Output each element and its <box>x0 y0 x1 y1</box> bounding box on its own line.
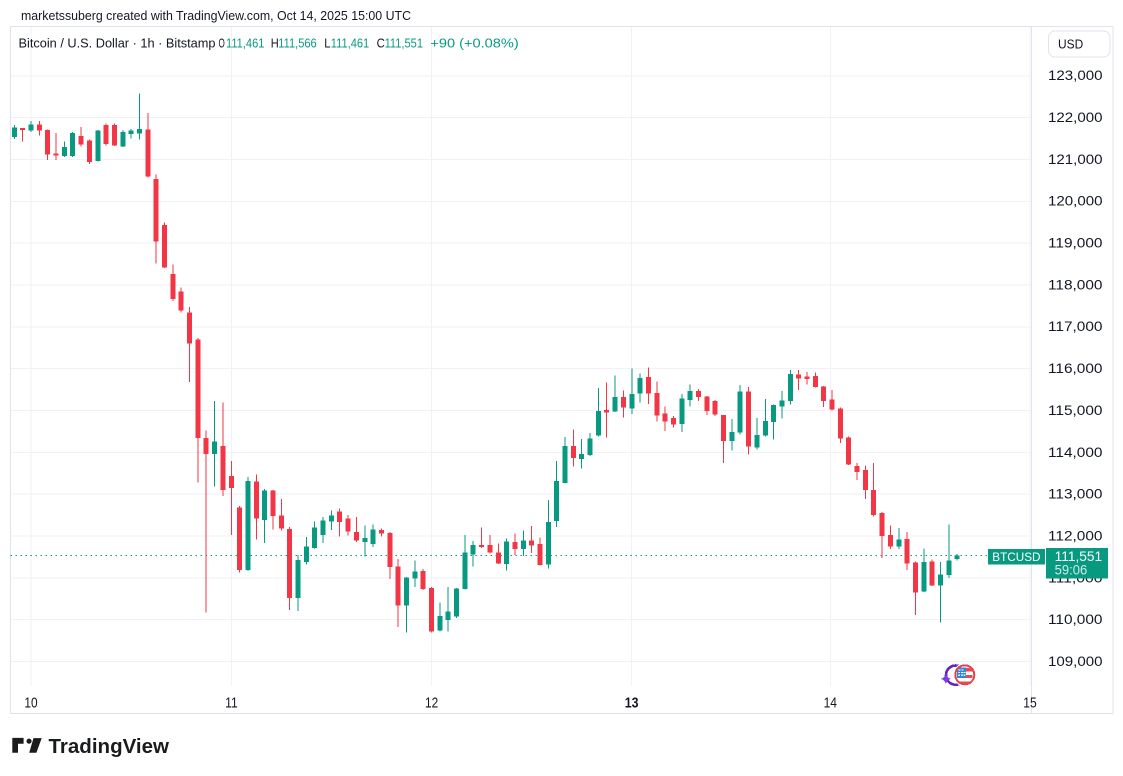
svg-text:115,000: 115,000 <box>1048 403 1103 418</box>
svg-text:120,000: 120,000 <box>1048 194 1103 209</box>
svg-text:113,000: 113,000 <box>1048 487 1103 502</box>
svg-text:+90 (+0.08%): +90 (+0.08%) <box>430 35 518 50</box>
svg-text:O: O <box>219 35 225 50</box>
svg-text:111,566: 111,566 <box>278 35 316 50</box>
svg-text:114,000: 114,000 <box>1048 445 1103 460</box>
svg-text:marketssuberg created with Tra: marketssuberg created with TradingView.c… <box>21 8 411 23</box>
svg-text:Bitcoin / U.S. Dollar · 1h · B: Bitcoin / U.S. Dollar · 1h · Bitstamp <box>19 35 216 50</box>
svg-text:L: L <box>324 35 330 50</box>
svg-text:TradingView: TradingView <box>49 736 170 758</box>
svg-text:112,000: 112,000 <box>1048 528 1103 543</box>
svg-text:111,551: 111,551 <box>385 35 423 50</box>
svg-text:110,000: 110,000 <box>1048 612 1103 627</box>
svg-text:109,000: 109,000 <box>1048 654 1103 669</box>
svg-text:10: 10 <box>24 694 37 711</box>
svg-text:14: 14 <box>824 694 837 711</box>
svg-text:USD: USD <box>1058 36 1083 51</box>
svg-text:H: H <box>271 35 279 50</box>
svg-text:C: C <box>377 35 386 50</box>
svg-text:123,000: 123,000 <box>1048 68 1103 83</box>
svg-text:118,000: 118,000 <box>1048 277 1103 292</box>
svg-text:BTCUSD: BTCUSD <box>992 550 1040 564</box>
svg-text:15: 15 <box>1023 694 1036 711</box>
svg-text:116,000: 116,000 <box>1048 361 1103 376</box>
svg-text:119,000: 119,000 <box>1048 236 1103 251</box>
svg-text:117,000: 117,000 <box>1048 319 1103 334</box>
svg-text:59:06: 59:06 <box>1055 563 1088 578</box>
svg-text:12: 12 <box>425 694 438 711</box>
svg-text:13: 13 <box>625 694 639 711</box>
svg-text:11: 11 <box>225 694 238 711</box>
svg-text:121,000: 121,000 <box>1048 152 1103 167</box>
svg-text:111,461: 111,461 <box>226 35 264 50</box>
svg-text:122,000: 122,000 <box>1048 110 1103 125</box>
svg-text:111,551: 111,551 <box>1055 549 1103 564</box>
svg-text:111,461: 111,461 <box>331 35 369 50</box>
